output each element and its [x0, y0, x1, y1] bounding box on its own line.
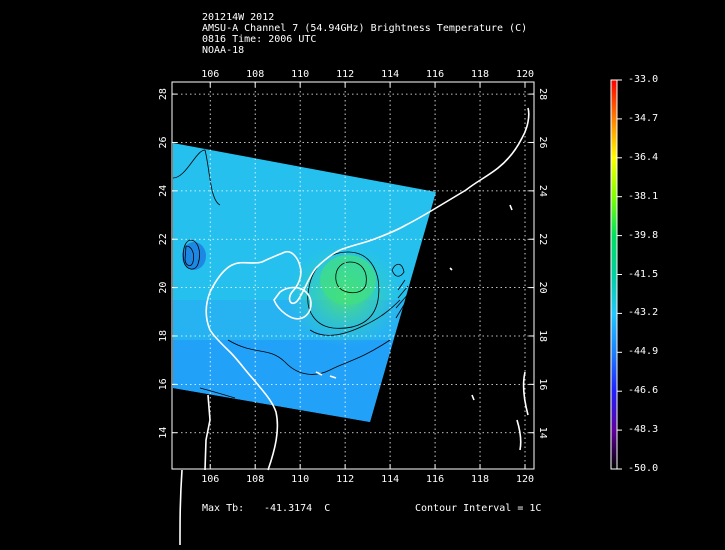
colorbar-label: -48.3	[628, 424, 659, 436]
title-line-3: 0816 Time: 2006 UTC	[202, 34, 317, 45]
title-line-1: 201214W 2012	[202, 12, 275, 23]
colorbar-label: -46.6	[628, 385, 659, 397]
lon-label-bottom: 108	[246, 474, 264, 485]
lon-label-bottom: 114	[381, 474, 399, 485]
lat-label-left: 14	[158, 427, 169, 439]
lon-label-top: 106	[201, 69, 219, 80]
lat-label-left: 18	[158, 330, 169, 342]
coastline	[179, 107, 530, 546]
lat-label-right: 16	[537, 378, 548, 390]
lat-label-right: 24	[537, 185, 548, 197]
colorbar	[610, 79, 618, 470]
lat-label-right: 14	[537, 427, 548, 439]
lon-label-top: 118	[471, 69, 489, 80]
lat-label-right: 28	[537, 88, 548, 100]
title-line-4: NOAA-18	[202, 45, 245, 56]
colorbar-label: -44.9	[628, 346, 659, 358]
lat-label-right: 20	[537, 282, 548, 294]
lon-label-bottom: 106	[201, 474, 219, 485]
lon-label-bottom: 112	[336, 474, 354, 485]
lon-label-top: 108	[246, 69, 264, 80]
colorbar-label: -39.8	[628, 229, 659, 241]
lon-label-top: 116	[426, 69, 444, 80]
max-tb-value: -41.3174 C	[264, 503, 331, 514]
colorbar-label: -33.0	[628, 74, 659, 85]
lat-label-left: 16	[158, 378, 169, 390]
lon-label-top: 112	[336, 69, 354, 80]
colorbar-label: -34.7	[628, 112, 659, 124]
lon-label-bottom: 116	[426, 474, 444, 485]
max-tb-label: Max Tb:	[202, 503, 245, 514]
lon-label-bottom: 118	[471, 474, 489, 485]
axis-ticks	[172, 82, 534, 469]
lat-label-left: 20	[158, 282, 169, 294]
lat-label-left: 28	[158, 88, 169, 100]
lat-label-right: 22	[537, 233, 548, 245]
colorbar-label: -41.5	[628, 268, 659, 280]
lon-label-bottom: 110	[291, 474, 309, 485]
lon-label-top: 114	[381, 69, 399, 80]
lat-label-right: 18	[537, 330, 548, 342]
lon-label-top: 110	[291, 69, 309, 80]
lat-label-left: 26	[158, 136, 169, 148]
colorbar-ticks	[617, 79, 622, 470]
plot-frame	[171, 81, 535, 470]
colorbar-label: -50.0	[628, 463, 659, 474]
lat-label-right: 26	[537, 136, 548, 148]
lon-label-bottom: 120	[516, 474, 534, 485]
lat-label-left: 22	[158, 233, 169, 245]
contour-interval-label: Contour Interval = 1C	[415, 503, 542, 514]
axis-tick-labels: 106 106 108 108 110 110 112 112 114 114 116 116 118 1…	[158, 69, 548, 485]
colorbar-label: -38.1	[628, 190, 659, 202]
contour-lines	[172, 149, 411, 399]
colorbar-label: -43.2	[628, 307, 659, 319]
lon-label-top: 120	[516, 69, 534, 80]
graticule	[172, 82, 534, 469]
colorbar-label: -36.4	[628, 151, 659, 163]
lat-label-left: 24	[158, 185, 169, 197]
title-line-2: AMSU-A Channel 7 (54.94GHz) Brightness T…	[202, 23, 528, 34]
